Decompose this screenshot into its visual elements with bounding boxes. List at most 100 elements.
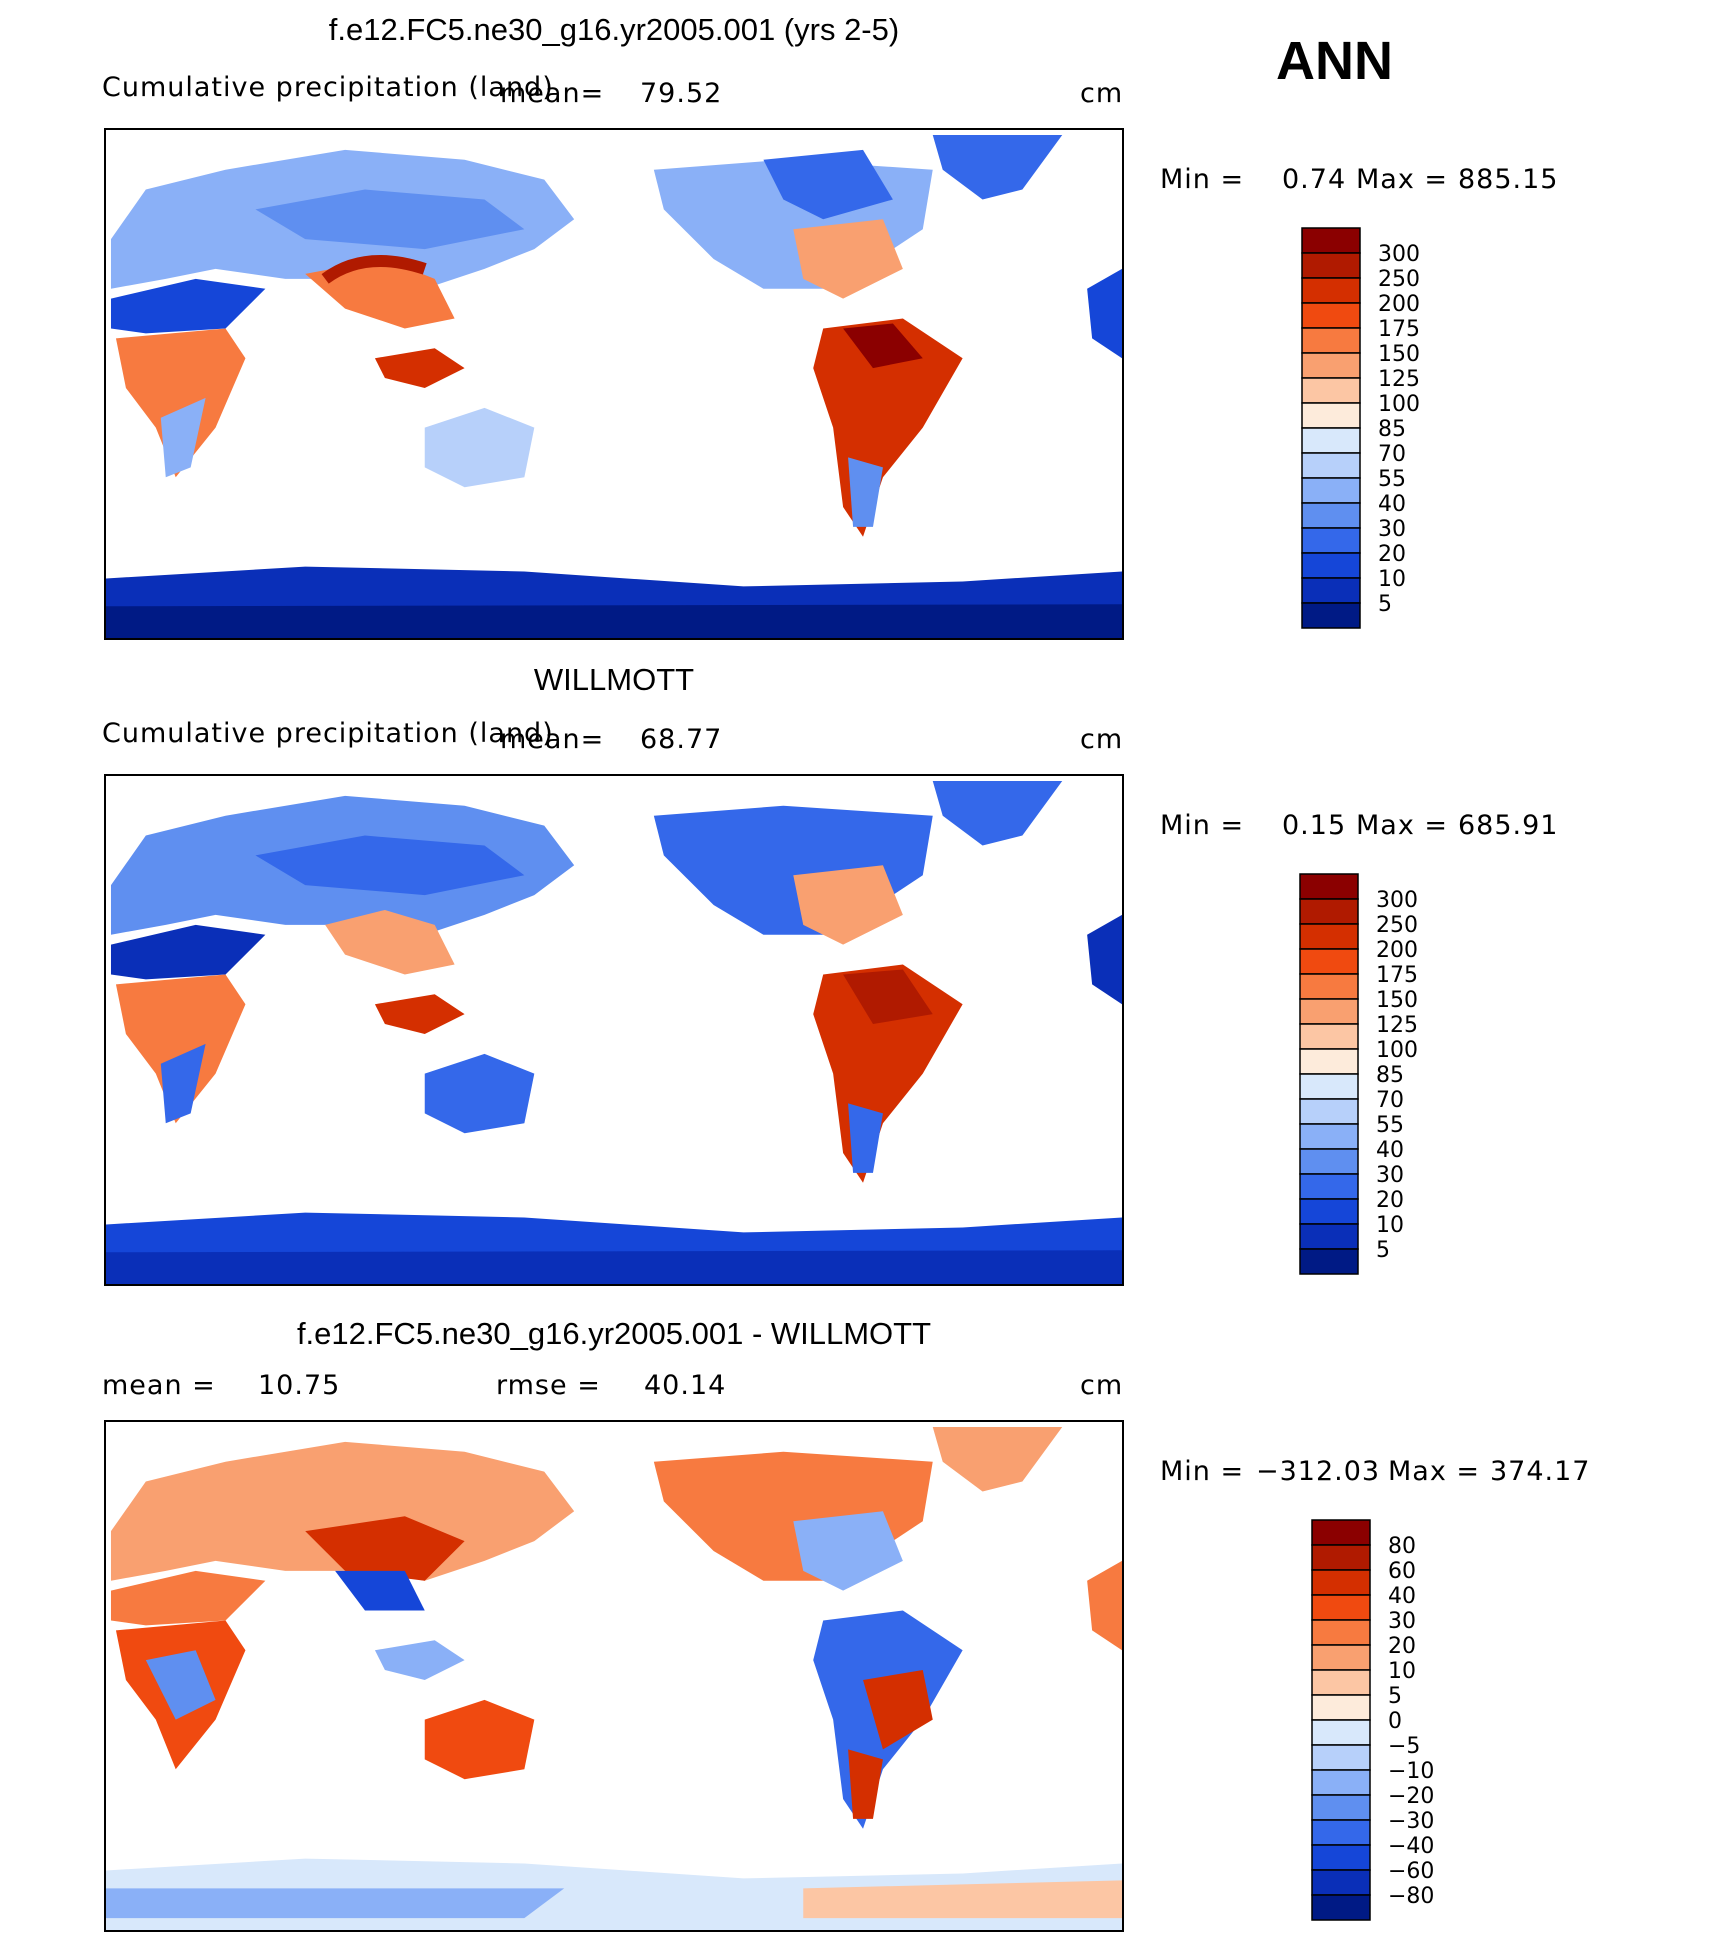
colorbar-tick-label: 10: [1376, 1213, 1404, 1238]
colorbar-segment: [1299, 898, 1359, 925]
land-africa: [115, 974, 246, 1124]
colorbar-tick-label: 30: [1388, 1609, 1416, 1634]
colorbar-tick-label: 85: [1376, 1063, 1404, 1088]
land-south-asia: [305, 258, 455, 329]
map-obs-field: [106, 780, 1122, 1284]
map-model-field: [106, 134, 1122, 638]
colorbar-segment: [1299, 1048, 1359, 1075]
colorbar-tick-label: 20: [1378, 542, 1406, 567]
colorbar-tick-label: −20: [1388, 1784, 1434, 1809]
colorbar-segment: [1299, 873, 1359, 900]
colorbar-tick-label: 60: [1388, 1559, 1416, 1584]
colorbar-segment: [1311, 1644, 1371, 1671]
minmax-max-label: Max =: [1388, 1456, 1481, 1487]
colorbar-segment: [1311, 1844, 1371, 1871]
colorbar-segment: [1301, 402, 1361, 429]
colorbar-tick-label: 10: [1388, 1659, 1416, 1684]
land-south-africa: [160, 397, 206, 478]
colorbar-model: 300 250 200 175 150 125 100 85 70 55 40 30 20 10 5: [1300, 226, 1500, 630]
colorbar-tick-label: 20: [1376, 1188, 1404, 1213]
land-greenland: [932, 780, 1063, 846]
colorbar-tick-label: 55: [1378, 467, 1406, 492]
colorbar-segment: [1301, 527, 1361, 554]
land-sahara: [110, 1570, 266, 1626]
land-west-africa-wrap: [1087, 268, 1122, 359]
panel-mean-label: mean=: [500, 724, 605, 755]
land-east-brazil: [863, 1670, 933, 1750]
land-eurasia-interior: [255, 835, 525, 896]
colorbar-segment: [1311, 1519, 1371, 1546]
colorbar-segment: [1311, 1719, 1371, 1746]
map-model: [104, 128, 1124, 640]
minmax-min-label: Min =: [1160, 810, 1245, 841]
land-antarctica-interior: [106, 1250, 1122, 1284]
colorbar-segment: [1299, 998, 1359, 1025]
colorbar-tick-label: 175: [1378, 317, 1420, 342]
land-patagonia: [848, 1749, 883, 1819]
land-indonesia: [374, 1640, 465, 1680]
map-diff-field: [106, 1426, 1122, 1930]
land-sahara: [110, 278, 266, 334]
colorbar-tick-label: 5: [1376, 1238, 1390, 1263]
panel-diff-mean-label: mean =: [102, 1370, 216, 1401]
colorbar-segment: [1311, 1794, 1371, 1821]
colorbar-segment: [1299, 1223, 1359, 1250]
land-himalaya-band: [321, 255, 427, 284]
land-australia: [424, 1699, 535, 1780]
colorbar-segment: [1299, 973, 1359, 1000]
panel-title-model: f.e12.FC5.ne30_g16.yr2005.001 (yrs 2-5): [328, 12, 900, 47]
land-central-africa: [145, 1650, 216, 1720]
colorbar-tick-label: 300: [1378, 242, 1420, 267]
colorbar-tick-label: 125: [1376, 1013, 1418, 1038]
land-sahara: [110, 924, 266, 980]
land-canada: [763, 149, 893, 220]
minmax-min-label: Min =: [1160, 164, 1245, 195]
colorbar-segment: [1299, 1023, 1359, 1050]
colorbar-segment: [1311, 1769, 1371, 1796]
colorbar-tick-label: 100: [1376, 1038, 1418, 1063]
land-west-antarctica: [803, 1880, 1122, 1919]
panel-rmse-label: rmse =: [496, 1370, 601, 1401]
colorbar-segment: [1301, 502, 1361, 529]
land-south-asia: [335, 1570, 425, 1611]
land-south-africa: [160, 1043, 206, 1124]
panel-mean-value: 68.77: [640, 724, 723, 755]
colorbar-segment: [1301, 552, 1361, 579]
colorbar-tick-label: 5: [1378, 592, 1392, 617]
land-africa: [115, 328, 246, 478]
colorbar-tick-label: 10: [1378, 567, 1406, 592]
land-antarctica-interior: [106, 604, 1122, 638]
colorbar-tick-label: 55: [1376, 1113, 1404, 1138]
minmax-min-value: −312.03: [1256, 1456, 1381, 1487]
colorbar-segment: [1301, 602, 1361, 629]
colorbar-tick-label: 40: [1376, 1138, 1404, 1163]
land-east-us: [793, 865, 903, 945]
colorbar-tick-label: 200: [1376, 938, 1418, 963]
colorbar-tick-label: 30: [1378, 517, 1406, 542]
panel-diff-mean-value: 10.75: [258, 1370, 341, 1401]
panel-variable-label: Cumulative precipitation (land): [102, 718, 554, 749]
colorbar-tick-label: 125: [1378, 367, 1420, 392]
colorbar-segment: [1311, 1544, 1371, 1571]
colorbar-tick-label: 0: [1388, 1709, 1402, 1734]
panel-units: cm: [1080, 724, 1124, 755]
panel-rmse-value: 40.14: [644, 1370, 727, 1401]
land-australia: [424, 407, 535, 488]
land-west-africa-wrap: [1087, 914, 1122, 1005]
land-amazon: [843, 323, 923, 369]
land-south-asia: [325, 909, 455, 975]
panel-units: cm: [1080, 78, 1124, 109]
colorbar-segment: [1301, 452, 1361, 479]
colorbar-segment: [1301, 327, 1361, 354]
colorbar-segment: [1311, 1569, 1371, 1596]
colorbar-tick-label: 250: [1376, 913, 1418, 938]
colorbar-segment: [1299, 1123, 1359, 1150]
land-amazon: [843, 969, 933, 1025]
colorbar-segment: [1311, 1694, 1371, 1721]
minmax-max-label: Max =: [1356, 810, 1449, 841]
panel-variable-label: Cumulative precipitation (land): [102, 72, 554, 103]
colorbar-segment: [1311, 1869, 1371, 1896]
colorbar-tick-label: −60: [1388, 1859, 1434, 1884]
land-patagonia: [848, 457, 883, 527]
